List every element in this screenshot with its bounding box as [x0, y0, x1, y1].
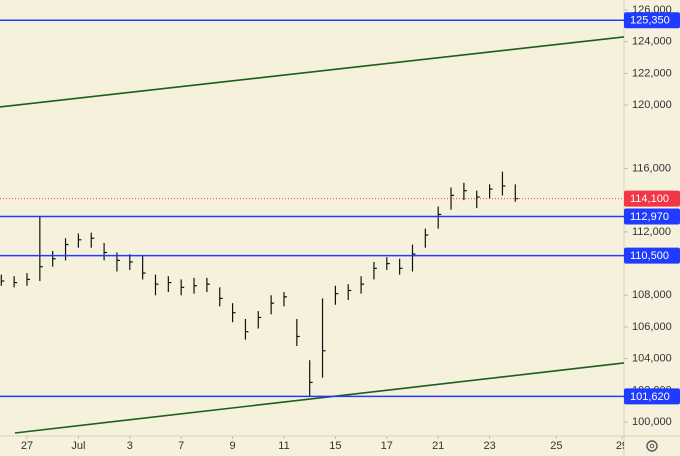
x-tick-label: 9	[230, 440, 236, 452]
price-bar	[463, 182, 467, 201]
price-bar	[167, 276, 172, 293]
price-bar	[321, 298, 326, 378]
price-bar	[90, 232, 95, 248]
price-bar	[296, 319, 300, 346]
y-tick-label: 112,000	[632, 226, 671, 238]
x-tick-label: Jul	[71, 440, 85, 452]
plot-area	[0, 36, 624, 434]
price-bar	[309, 360, 313, 397]
y-tick-label: 116,000	[632, 162, 671, 174]
price-bar	[219, 287, 223, 307]
price-bar	[129, 254, 133, 270]
price-bar	[283, 292, 287, 307]
price-bar	[360, 276, 365, 294]
x-tick-label: 29	[616, 440, 628, 452]
trendline	[14, 362, 624, 434]
price-bar	[450, 187, 455, 210]
y-tick-label: 106,000	[632, 321, 672, 333]
price-bar	[193, 277, 198, 294]
price-bar	[437, 206, 442, 229]
price-bar	[501, 171, 506, 196]
price-bar	[0, 274, 5, 286]
price-bar	[206, 277, 210, 293]
y-tick-label: 122,000	[632, 67, 672, 79]
time-axis: 27 Jul 3 7 9 11 15 17 21 23 25 29	[21, 436, 628, 452]
price-bar	[13, 276, 18, 288]
x-tick-label: 23	[483, 440, 495, 452]
price-bar	[488, 184, 493, 199]
x-tick-label: 3	[127, 440, 133, 452]
price-tag	[624, 12, 680, 29]
x-tick-label: 27	[21, 440, 33, 452]
price-tag-label: 110,500	[630, 250, 669, 262]
price-bar	[142, 255, 146, 280]
price-bar	[180, 279, 185, 296]
y-tick-label: 120,000	[632, 99, 672, 111]
price-bar	[399, 258, 403, 275]
price-bar	[103, 242, 108, 261]
price-tag	[624, 247, 680, 264]
price-tag	[624, 388, 680, 405]
price-tag	[624, 190, 680, 207]
price-bar	[52, 250, 56, 267]
price-bar	[476, 190, 480, 209]
price-bar	[334, 285, 339, 305]
price-bar	[270, 295, 275, 315]
price-bar	[424, 228, 429, 248]
trendline	[0, 36, 624, 108]
price-bar	[257, 311, 262, 329]
x-tick-label: 11	[278, 440, 289, 452]
price-tag	[624, 208, 680, 225]
y-tick-label: 108,000	[632, 289, 672, 301]
y-tick-label: 104,000	[632, 353, 672, 365]
x-tick-label: 25	[550, 440, 562, 452]
price-bar	[26, 273, 30, 286]
x-tick-label: 15	[329, 440, 341, 452]
price-bar	[39, 216, 43, 281]
price-bar	[386, 257, 390, 270]
price-bar	[154, 274, 159, 296]
price-bar	[411, 244, 416, 272]
price-tag-label: 125,350	[630, 15, 670, 27]
x-tick-label: 21	[432, 440, 444, 452]
price-bar	[64, 238, 69, 261]
price-bar	[373, 261, 377, 280]
price-bar	[347, 284, 352, 301]
x-tick-label: 17	[381, 440, 393, 452]
y-tick-label: 124,000	[632, 36, 672, 48]
price-bar	[244, 319, 249, 340]
settings-icon[interactable]	[646, 440, 658, 452]
price-bar	[231, 303, 236, 323]
x-tick-label: 7	[178, 440, 184, 452]
y-tick-label: 100,000	[632, 416, 672, 428]
price-tag-label: 112,970	[630, 211, 669, 223]
price-bar	[77, 233, 82, 248]
price-tag-label: 101,620	[630, 391, 670, 403]
price-tag-label: 114,100	[630, 193, 669, 205]
